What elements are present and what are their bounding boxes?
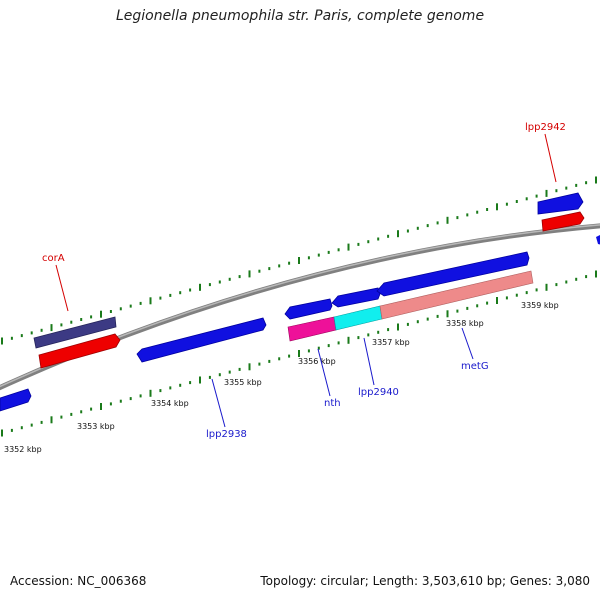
accession-text: Accession: NC_006368 (10, 574, 147, 588)
leader-cora (55, 264, 69, 312)
gene-feature-left-edge[interactable] (0, 388, 32, 412)
tick-label-3358: 3358 kbp (446, 319, 484, 328)
gene-feature-cora-red[interactable] (38, 333, 121, 369)
gene-label-cora[interactable]: corA (42, 253, 65, 264)
leader-nth (317, 348, 331, 397)
leader-lpp2938 (211, 378, 226, 428)
tick-label-3357: 3357 kbp (372, 338, 410, 347)
gene-feature-nth[interactable] (287, 316, 337, 342)
lower-tick-ring (1, 270, 597, 437)
gene-feature-metg[interactable] (379, 270, 534, 320)
tick-label-3355: 3355 kbp (224, 378, 262, 387)
tick-label-3359: 3359 kbp (521, 301, 559, 310)
gene-feature-lpp2938[interactable] (136, 317, 267, 363)
genome-summary-text: Topology: circular; Length: 3,503,610 bp… (260, 574, 590, 588)
gene-label-lpp2938[interactable]: lpp2938 (206, 429, 247, 440)
tick-label-3353: 3353 kbp (77, 422, 115, 431)
gene-label-lpp2940[interactable]: lpp2940 (358, 387, 399, 398)
tick-label-3352: 3352 kbp (4, 445, 42, 454)
leader-lpp2942 (544, 133, 557, 183)
gene-feature-lpp2940[interactable] (333, 305, 383, 331)
gene-feature-cora[interactable] (33, 316, 117, 349)
gene-label-metg[interactable]: metG (461, 361, 489, 372)
gene-label-nth[interactable]: nth (324, 398, 341, 409)
tick-label-3356: 3356 kbp (298, 357, 336, 366)
gene-feature-metg-upper[interactable] (376, 251, 530, 297)
leader-metg (461, 327, 474, 360)
gene-feature-lpp2942[interactable] (537, 192, 584, 215)
gene-label-lpp2942[interactable]: lpp2942 (525, 122, 566, 133)
gene-feature-edge[interactable] (596, 234, 600, 245)
gene-feature-nth-upper[interactable] (284, 298, 333, 320)
gene-feature-lpp2940-upper[interactable] (331, 287, 381, 308)
tick-label-3354: 3354 kbp (151, 399, 189, 408)
leader-lpp2940 (363, 337, 375, 386)
upper-tick-ring (1, 176, 597, 345)
map-title: Legionella pneumophila str. Paris, compl… (115, 8, 485, 24)
gene-feature-lpp2942-red[interactable] (541, 211, 585, 232)
